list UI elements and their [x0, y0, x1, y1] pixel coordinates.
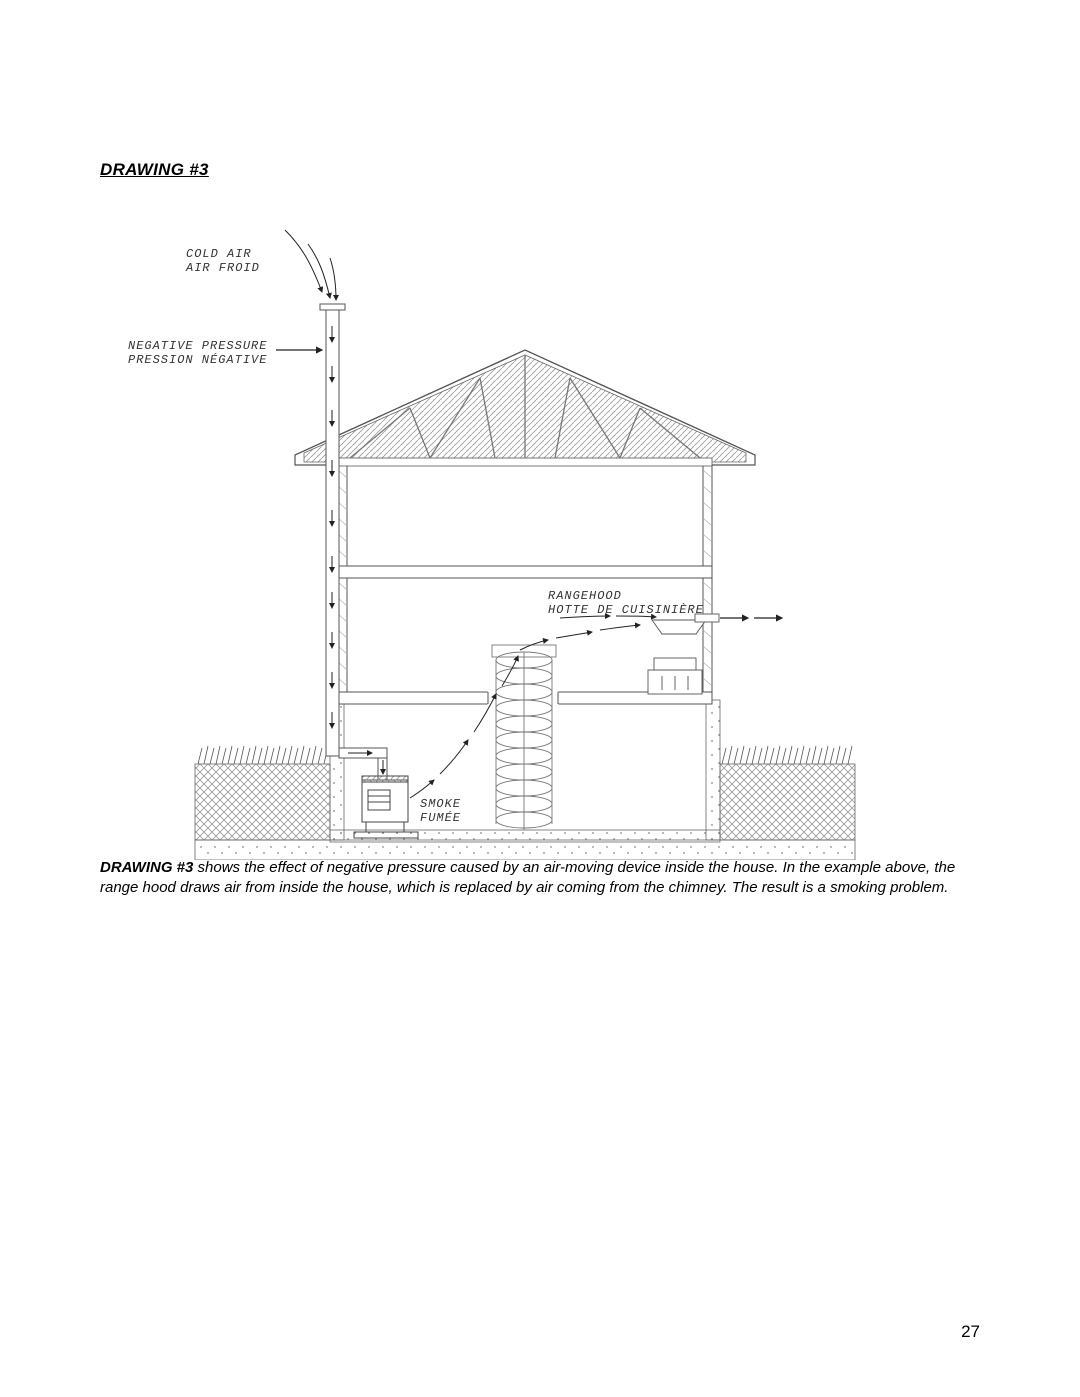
- house-cross-section-svg: [100, 200, 980, 860]
- figure-caption: DRAWING #3 shows the effect of negative …: [100, 858, 980, 899]
- label-cold-air: COLD AIR AIR FROID: [186, 248, 260, 276]
- caption-lead: DRAWING #3: [100, 859, 193, 876]
- drawing-heading: DRAWING #3: [100, 160, 980, 180]
- drawing-figure: COLD AIR AIR FROID NEGATIVE PRESSURE PRE…: [100, 200, 980, 840]
- label-smoke: SMOKE FUMÉE: [420, 798, 461, 826]
- page-number: 27: [961, 1322, 980, 1342]
- document-page: DRAWING #3: [0, 0, 1080, 1397]
- label-negative-pressure: NEGATIVE PRESSURE PRESSION NÉGATIVE: [128, 340, 267, 368]
- label-rangehood: RANGEHOOD HOTTE DE CUISINIÈRE: [548, 590, 704, 618]
- caption-body: shows the effect of negative pressure ca…: [100, 859, 955, 896]
